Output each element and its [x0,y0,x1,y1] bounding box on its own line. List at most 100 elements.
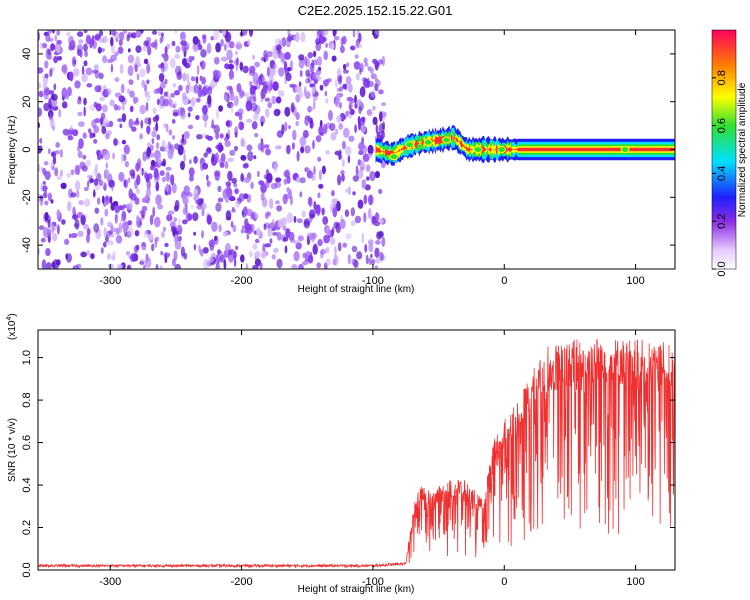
noise-blob [271,218,275,229]
noise-blob [338,122,344,131]
noise-blob [120,83,125,94]
noise-blob [323,30,329,36]
noise-blob [166,214,173,222]
noise-blob [154,172,160,181]
noise-blob [268,83,271,94]
noise-blob [48,97,52,104]
noise-blob [260,142,265,153]
noise-blob [318,169,322,181]
noise-blob [293,240,300,245]
noise-blob [42,226,49,238]
noise-blob [374,265,378,269]
noise-blob [180,31,187,42]
noise-blob [362,153,370,163]
noise-blob [309,83,316,88]
noise-blob [77,151,83,159]
noise-blob [93,223,100,233]
snr-x-ticks: -300 -200 -100 0 100 [99,330,645,588]
noise-blob [174,30,178,35]
noise-blob [112,251,116,256]
noise-blob [340,37,344,47]
noise-blob [111,43,115,54]
y-tick-label: 20 [21,96,33,108]
noise-blob [246,144,253,151]
noise-blob [154,38,158,50]
noise-blob [133,120,140,126]
noise-blob [172,135,176,140]
noise-blob [61,101,68,109]
noise-blob [354,215,362,224]
colorbar-tick-label: 0.6 [716,118,728,133]
noise-blob [157,98,160,106]
noise-blob [190,96,196,107]
noise-blob [123,179,127,187]
noise-blob [102,118,110,127]
noise-blob [307,52,314,59]
y-tick-label: 40 [21,48,33,60]
noise-blob [342,69,349,74]
noise-blob [367,66,372,72]
noise-blob [252,96,257,103]
noise-blob [55,259,61,266]
noise-blob [254,250,261,259]
noise-blob [319,84,324,91]
noise-blob [127,48,131,53]
noise-blob [38,90,44,98]
noise-blob [291,142,295,150]
noise-blob [342,159,345,168]
noise-blob [357,115,361,126]
noise-blob [51,261,56,269]
noise-blob [164,145,170,153]
noise-blob [44,211,49,221]
noise-blob [181,92,187,100]
noise-blob [204,120,207,129]
noise-blob [324,90,328,97]
noise-blob [44,170,51,181]
noise-blob [228,63,235,70]
noise-blob [103,184,107,191]
noise-blob [115,37,119,43]
noise-blob [151,138,155,144]
noise-blob [296,218,303,224]
noise-blob [367,152,373,159]
noise-blob [285,72,292,82]
noise-blob [299,136,307,147]
noise-blob [325,97,329,104]
noise-blob [79,50,83,58]
noise-blob [65,253,68,260]
noise-blob [315,135,322,143]
noise-blob [378,80,381,87]
noise-blob [284,121,288,132]
noise-blob [168,129,173,136]
noise-blob [375,124,379,134]
noise-blob [52,30,55,34]
noise-blob [230,221,234,228]
noise-blob [147,233,154,241]
noise-blob [103,150,111,161]
noise-blob [375,240,381,245]
noise-blob [268,198,274,209]
noise-blob [317,239,323,247]
noise-blob [320,132,325,136]
noise-blob [335,92,341,103]
noise-blob [264,108,270,118]
noise-blob [127,177,131,184]
noise-blob [188,167,195,177]
noise-blob [271,254,276,260]
noise-blob [195,97,201,103]
noise-blob [263,144,270,149]
noise-blob [224,43,227,51]
noise-blob [203,152,208,158]
noise-blob [316,56,323,67]
noise-blob [339,86,344,92]
noise-blob [139,104,147,115]
noise-blob [302,252,308,259]
noise-blob [193,83,198,94]
noise-blob [96,197,101,205]
noise-blob [214,56,220,65]
noise-blob [196,64,200,76]
noise-blob [48,90,55,95]
noise-blob [229,90,235,102]
noise-blob [160,64,165,73]
noise-blob [215,152,219,162]
